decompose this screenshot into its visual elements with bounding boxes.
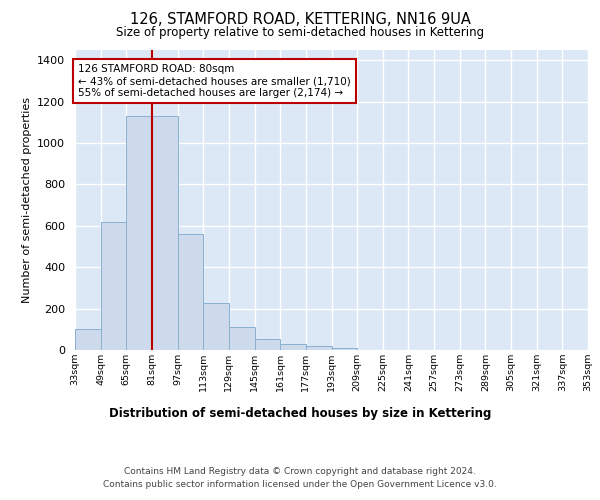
Bar bbox=[178, 234, 203, 350]
Text: Distribution of semi-detached houses by size in Kettering: Distribution of semi-detached houses by … bbox=[109, 408, 491, 420]
Bar bbox=[203, 304, 229, 350]
Text: 126, STAMFORD ROAD, KETTERING, NN16 9UA: 126, STAMFORD ROAD, KETTERING, NN16 9UA bbox=[130, 12, 470, 28]
Bar bbox=[101, 222, 127, 350]
Text: 126 STAMFORD ROAD: 80sqm
← 43% of semi-detached houses are smaller (1,710)
55% o: 126 STAMFORD ROAD: 80sqm ← 43% of semi-d… bbox=[78, 64, 351, 98]
Bar bbox=[75, 330, 101, 350]
Text: Size of property relative to semi-detached houses in Kettering: Size of property relative to semi-detach… bbox=[116, 26, 484, 39]
Text: Contains public sector information licensed under the Open Government Licence v3: Contains public sector information licen… bbox=[103, 480, 497, 489]
Bar bbox=[127, 116, 152, 350]
Bar bbox=[254, 338, 280, 350]
Text: Contains HM Land Registry data © Crown copyright and database right 2024.: Contains HM Land Registry data © Crown c… bbox=[124, 468, 476, 476]
Bar bbox=[152, 116, 178, 350]
Bar bbox=[306, 346, 331, 350]
Y-axis label: Number of semi-detached properties: Number of semi-detached properties bbox=[22, 97, 32, 303]
Bar bbox=[332, 348, 357, 350]
Bar bbox=[280, 344, 306, 350]
Bar bbox=[229, 327, 254, 350]
